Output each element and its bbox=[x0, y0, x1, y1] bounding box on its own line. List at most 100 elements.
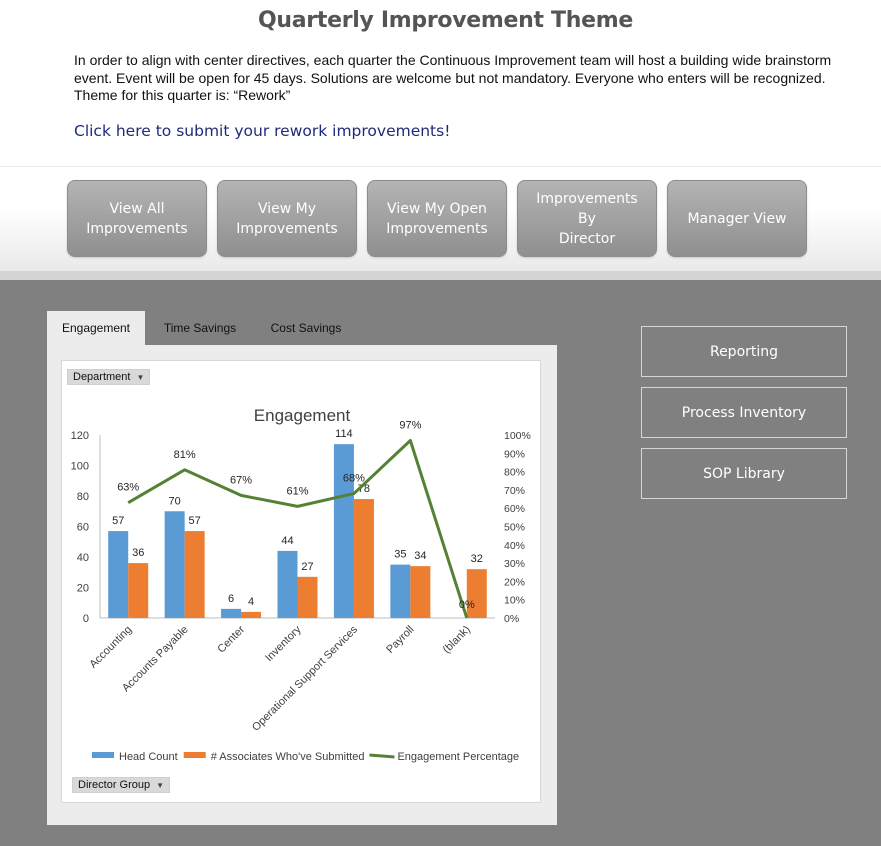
y2-tick-label: 10% bbox=[504, 595, 525, 607]
x-tick-label: Inventory bbox=[263, 623, 304, 664]
tab-time-savings[interactable]: Time Savings bbox=[163, 321, 237, 335]
legend-label: # Associates Who've Submitted bbox=[211, 751, 365, 763]
bar-data-label: 34 bbox=[414, 550, 426, 562]
process-inventory-button[interactable]: Process Inventory bbox=[641, 387, 847, 438]
legend-swatch bbox=[92, 752, 114, 758]
bar bbox=[221, 608, 242, 618]
x-tick-label: Payroll bbox=[384, 624, 416, 656]
sop-library-button[interactable]: SOP Library bbox=[641, 448, 847, 499]
bar-data-label: 44 bbox=[281, 535, 293, 547]
y2-tick-label: 0% bbox=[504, 613, 519, 625]
legend-swatch bbox=[369, 753, 395, 759]
line-data-label: 67% bbox=[230, 474, 252, 486]
line-data-label: 81% bbox=[174, 449, 196, 461]
y2-tick-label: 30% bbox=[504, 558, 525, 570]
y-tick-label: 60 bbox=[77, 522, 89, 534]
y-tick-label: 40 bbox=[77, 552, 89, 564]
bar-data-label: 27 bbox=[301, 561, 313, 573]
reporting-button[interactable]: Reporting bbox=[641, 326, 847, 377]
button-label: Improvements bbox=[236, 220, 338, 237]
intro-line: In order to align with center directives… bbox=[74, 52, 832, 68]
legend-label: Engagement Percentage bbox=[397, 751, 519, 763]
button-label: Director bbox=[558, 230, 616, 247]
bar-data-label: 57 bbox=[112, 515, 124, 527]
dropdown-arrow-icon: ▼ bbox=[136, 372, 145, 382]
legend-swatch bbox=[183, 752, 206, 758]
view-all-improvements-button[interactable]: View All Improvements bbox=[67, 180, 207, 257]
button-label: View My bbox=[257, 200, 317, 217]
button-label: View My Open bbox=[387, 200, 487, 217]
y-tick-label: 20 bbox=[77, 583, 89, 595]
bar bbox=[353, 499, 374, 618]
bar-data-label: 36 bbox=[132, 547, 144, 559]
view-my-open-improvements-button[interactable]: View My Open Improvements bbox=[367, 180, 507, 257]
improvements-by-director-button[interactable]: Improvements By Director bbox=[517, 180, 657, 257]
y-tick-label: 80 bbox=[77, 491, 89, 503]
filter-label: Director Group bbox=[78, 779, 151, 791]
button-label: Improvements By bbox=[536, 190, 638, 227]
y-tick-label: 120 bbox=[71, 430, 89, 442]
bar bbox=[297, 576, 318, 618]
y2-tick-label: 50% bbox=[504, 522, 525, 534]
submit-improvements-link[interactable]: Click here to submit your rework improve… bbox=[74, 122, 451, 140]
bar bbox=[466, 569, 487, 618]
intro-line: event. Event will be open for 45 days. S… bbox=[74, 69, 826, 86]
bar-data-label: 70 bbox=[169, 495, 181, 507]
bar-data-label: 6 bbox=[228, 593, 234, 605]
tab-cost-savings[interactable]: Cost Savings bbox=[270, 321, 342, 335]
bar bbox=[184, 531, 205, 618]
button-label: Improvements bbox=[86, 220, 188, 237]
bar bbox=[164, 511, 185, 618]
chart-title: Engagement bbox=[254, 406, 351, 425]
y2-tick-label: 90% bbox=[504, 448, 525, 460]
legend-label: Head Count bbox=[119, 751, 178, 763]
manager-view-button[interactable]: Manager View bbox=[667, 180, 807, 257]
bar bbox=[241, 611, 262, 618]
button-label: View All bbox=[109, 200, 165, 217]
director-group-filter[interactable]: Director Group ▼ bbox=[72, 777, 171, 793]
button-label: Manager View bbox=[687, 210, 787, 227]
x-tick-label: Center bbox=[215, 623, 247, 655]
line-data-label: 97% bbox=[399, 419, 421, 431]
bar bbox=[390, 564, 411, 618]
bar-data-label: 4 bbox=[248, 596, 254, 608]
y2-tick-label: 70% bbox=[504, 485, 525, 497]
button-label: Improvements bbox=[386, 220, 488, 237]
line-data-label: 61% bbox=[286, 485, 308, 497]
bar bbox=[128, 563, 149, 618]
y2-tick-label: 80% bbox=[504, 467, 525, 479]
x-tick-label: (blank) bbox=[441, 624, 473, 656]
bar bbox=[277, 550, 298, 618]
divider bbox=[0, 271, 881, 280]
dropdown-arrow-icon: ▼ bbox=[156, 780, 165, 790]
line-data-label: 0% bbox=[459, 599, 475, 611]
y2-tick-label: 20% bbox=[504, 576, 525, 588]
x-tick-label: Operational Support Services bbox=[250, 623, 360, 733]
bar-data-label: 35 bbox=[394, 549, 406, 561]
y-tick-label: 0 bbox=[83, 613, 89, 625]
bar bbox=[410, 566, 431, 618]
bar-data-label: 114 bbox=[335, 428, 353, 440]
tab-engagement[interactable]: Engagement bbox=[47, 311, 145, 345]
filter-label: Department bbox=[73, 371, 131, 383]
intro-text: In order to align with center directives… bbox=[74, 52, 854, 105]
line-data-label: 63% bbox=[117, 482, 139, 494]
bar bbox=[108, 531, 129, 618]
y2-tick-label: 60% bbox=[504, 503, 525, 515]
x-tick-label: Accounting bbox=[87, 624, 134, 671]
y2-tick-label: 100% bbox=[504, 430, 531, 442]
page-title: Quarterly Improvement Theme bbox=[258, 8, 633, 33]
nav-bar: View All Improvements View My Improvements… bbox=[0, 166, 881, 271]
chart-container: Engagement 0 20 40 60 80 100 120 0% 10% 20% 30% 40% 5… bbox=[61, 360, 541, 803]
engagement-chart: Engagement0204060801001200%10%20%30%40%5… bbox=[71, 406, 531, 763]
y2-tick-label: 40% bbox=[504, 540, 525, 552]
bar-data-label: 57 bbox=[189, 515, 201, 527]
intro-line: Theme for this quarter is: “Rework” bbox=[74, 87, 291, 103]
engagement-line bbox=[127, 438, 469, 619]
view-my-improvements-button[interactable]: View My Improvements bbox=[217, 180, 357, 257]
line-data-label: 68% bbox=[343, 473, 365, 485]
y-tick-label: 100 bbox=[71, 461, 89, 473]
department-filter[interactable]: Department ▼ bbox=[67, 369, 151, 385]
bar bbox=[333, 444, 354, 618]
